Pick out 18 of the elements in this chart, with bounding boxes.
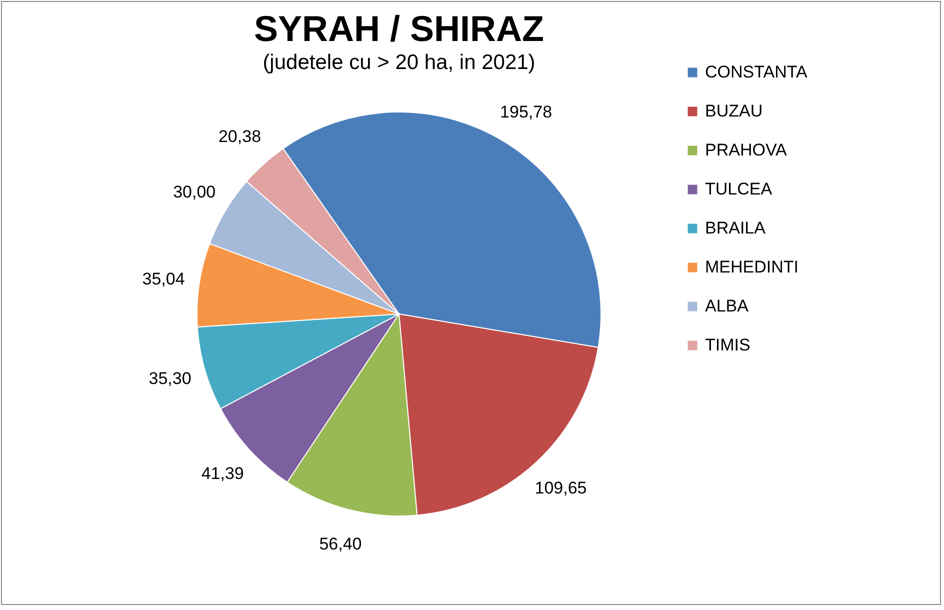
- legend-label: BRAILA: [705, 218, 766, 238]
- legend-label: CONSTANTA: [705, 62, 808, 82]
- legend-label: ALBA: [705, 296, 750, 316]
- legend-label: TIMIS: [705, 336, 750, 354]
- legend-label: PRAHOVA: [705, 140, 788, 160]
- data-label: 30,00: [173, 182, 216, 202]
- chart-title: SYRAH / SHIRAZ: [254, 8, 544, 49]
- data-label: 35,04: [142, 269, 185, 288]
- data-label: 35,30: [148, 368, 192, 388]
- data-label: 195,78: [500, 102, 552, 122]
- legend-label: MEHEDINTI: [705, 258, 798, 276]
- data-label: 56,40: [319, 534, 362, 554]
- legend-label: TULCEA: [705, 180, 773, 198]
- chart-subtitle: (judetele cu > 20 ha, in 2021): [262, 51, 536, 74]
- data-label: 109,65: [534, 478, 587, 498]
- data-label: 20,38: [218, 127, 262, 146]
- data-label: 41,39: [201, 464, 244, 483]
- legend-label: BUZAU: [705, 102, 763, 120]
